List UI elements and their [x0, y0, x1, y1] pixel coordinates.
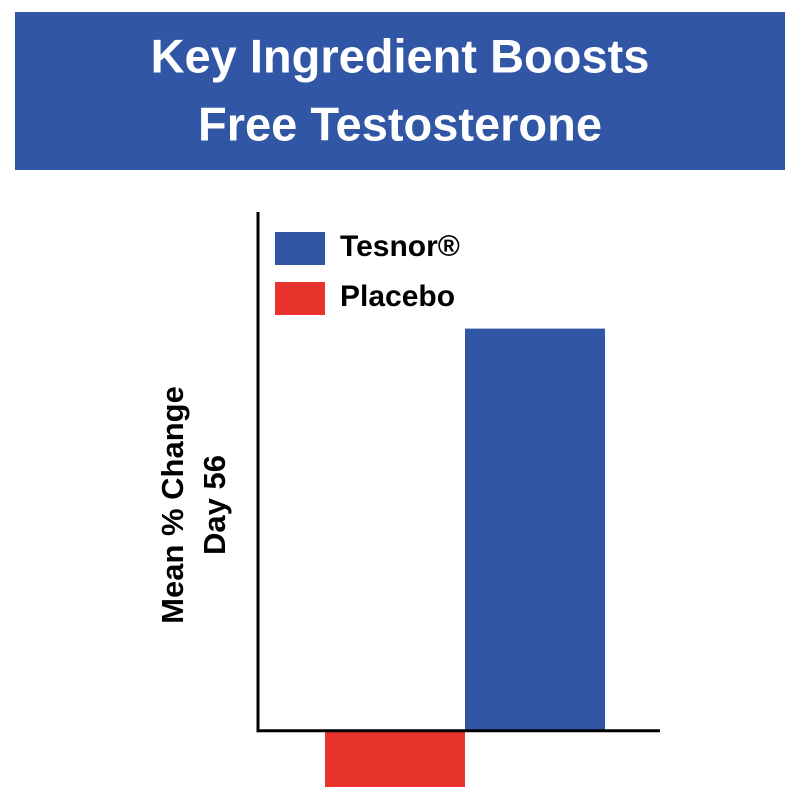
- legend-swatch: [275, 232, 325, 265]
- legend-swatch: [275, 282, 325, 315]
- bar: [465, 328, 605, 731]
- chart-title: Free Testosterone: [198, 97, 602, 150]
- bar: [325, 730, 465, 787]
- title-banner: [15, 12, 785, 170]
- legend-label: Tesnor®: [340, 230, 460, 263]
- legend-label: Placebo: [340, 280, 455, 313]
- y-axis-label: Mean % Change: [155, 386, 190, 624]
- y-axis-label: Day 56: [197, 455, 232, 555]
- chart-title: Key Ingredient Boosts: [151, 29, 650, 82]
